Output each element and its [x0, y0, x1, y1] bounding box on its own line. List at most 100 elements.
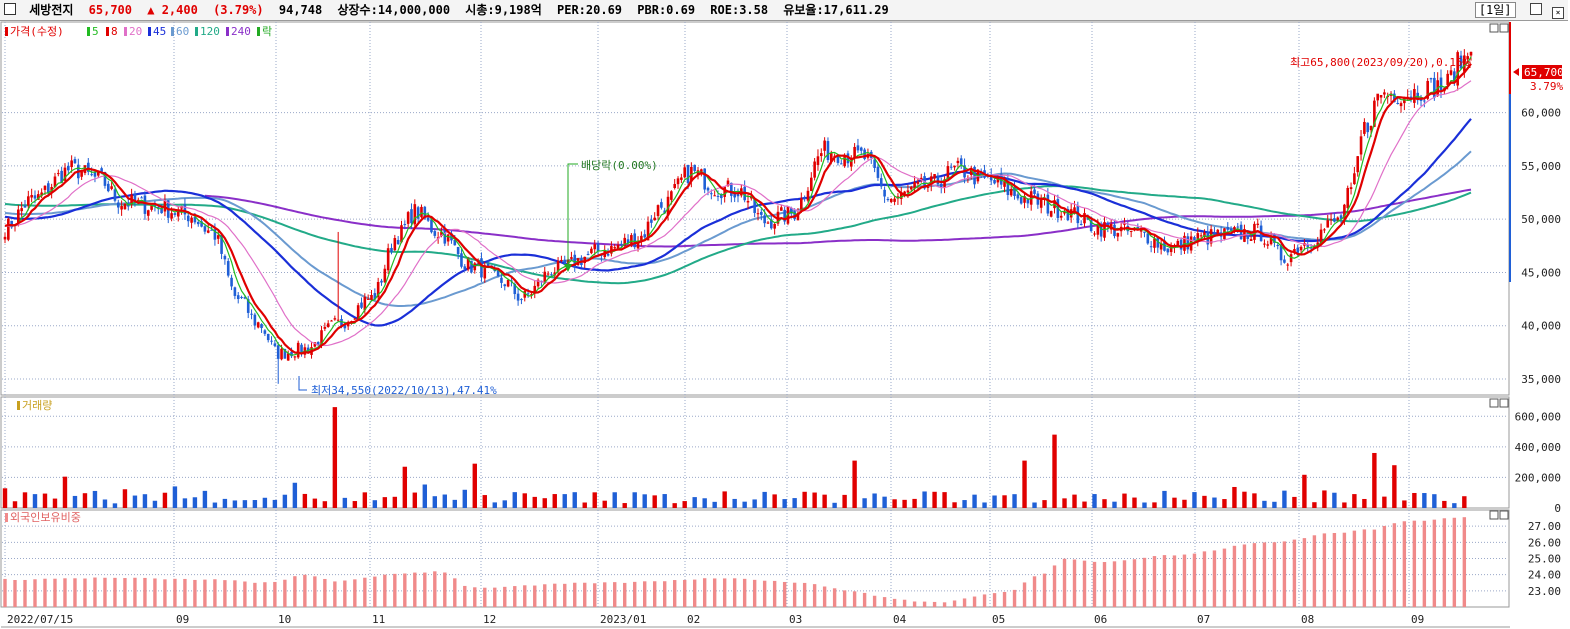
legend-ma45: 45: [153, 25, 166, 38]
candle-body: [703, 168, 706, 190]
candle-body: [470, 260, 473, 273]
candle-body: [240, 296, 243, 298]
volume-axis-label: 400,000: [1515, 441, 1561, 454]
foreign-axis-label: 24.00: [1528, 569, 1561, 582]
candle-body: [959, 158, 963, 165]
legend-price: 가격(수정): [10, 25, 64, 38]
candle-body: [380, 280, 383, 283]
legend-dividend-marker: [257, 27, 260, 36]
candle-body: [663, 210, 666, 214]
candle-body: [290, 351, 293, 357]
volume-axis-label: 200,000: [1515, 471, 1561, 484]
candle-body: [330, 320, 333, 322]
candle-body: [1099, 225, 1103, 237]
restore-window-icon[interactable]: [1529, 3, 1542, 15]
period-button[interactable]: [1일]: [1474, 2, 1516, 18]
foreign-ratio-bar: [93, 577, 97, 607]
candle-body: [20, 208, 23, 212]
candle-body: [206, 230, 210, 233]
volume-bar: [472, 463, 477, 508]
price-panel-buttons[interactable]: [1489, 23, 1509, 33]
candle-body: [1233, 227, 1236, 230]
volume-bar: [232, 500, 238, 508]
current-price-tag-pct: 3.79%: [1530, 80, 1563, 93]
candle-body: [673, 184, 676, 189]
candle-body: [546, 273, 550, 275]
candle-body: [1469, 51, 1473, 56]
candle-body: [60, 170, 63, 183]
candle-body: [496, 270, 500, 276]
volume-bar: [1272, 501, 1277, 508]
candle-body: [313, 342, 317, 347]
candle-body: [583, 256, 587, 264]
volume-bar: [1002, 495, 1007, 508]
foreign-panel-buttons[interactable]: [1489, 510, 1509, 520]
candle-body: [859, 147, 863, 151]
candle-body: [1366, 122, 1370, 133]
foreign-ratio-bar: [972, 596, 977, 607]
candle-body: [1016, 194, 1020, 199]
foreign-ratio-bar: [1362, 529, 1367, 607]
x-axis-label: 2023/01: [600, 613, 646, 626]
foreign-ratio-bar: [1022, 582, 1027, 607]
volume-bar: [1442, 500, 1447, 508]
stock-name[interactable]: 세방전지: [29, 3, 74, 17]
volume-panel[interactable]: [0, 396, 1510, 509]
low-label: 최저34,550(2022/10/13),47.41%: [311, 384, 497, 397]
volume-bar: [572, 492, 577, 508]
volume-bar: [62, 476, 68, 508]
candle-body: [67, 165, 70, 171]
foreign-ratio-bars: [3, 517, 1467, 607]
volume-bar: [462, 489, 467, 508]
volume-bar: [602, 500, 607, 508]
foreign-ratio-bar: [1112, 561, 1117, 607]
candle-body: [1143, 231, 1146, 233]
legend-ma45-marker: [148, 27, 151, 36]
candle-body: [1346, 187, 1350, 209]
candle-body: [1269, 236, 1273, 245]
candle-body: [720, 194, 723, 199]
volume-bar: [422, 484, 428, 508]
candle-body: [27, 196, 30, 206]
volume-bar: [782, 499, 787, 508]
candle-body: [1256, 223, 1260, 225]
candle-body: [623, 237, 627, 246]
foreign-ratio-bar: [702, 578, 707, 607]
volume-panel-buttons[interactable]: [1489, 398, 1509, 408]
candle-body: [943, 179, 946, 188]
candle-body: [1336, 217, 1340, 220]
candle-body: [683, 167, 686, 178]
volume-bar: [1022, 460, 1027, 508]
foreign-ratio-bar: [123, 578, 127, 607]
volume-bar: [932, 491, 937, 508]
candle-body: [556, 260, 560, 272]
candle-body: [116, 202, 120, 208]
candle-body: [1006, 180, 1010, 195]
current-price-pointer-icon: [1513, 68, 1519, 76]
candle-body: [1266, 244, 1270, 246]
close-window-icon[interactable]: ×: [1552, 7, 1564, 19]
candle-body: [670, 191, 673, 200]
candle-body: [70, 160, 73, 168]
candle-body: [376, 281, 380, 298]
candle-body: [370, 295, 373, 300]
select-checkbox[interactable]: [4, 3, 16, 15]
candle-body: [856, 145, 860, 151]
candle-body: [150, 205, 153, 210]
candle-body: [800, 198, 803, 210]
foreign-ratio-bar: [1122, 560, 1127, 607]
volume-bar: [272, 499, 278, 508]
volume-bar: [342, 497, 348, 508]
candle-body: [1396, 102, 1399, 104]
candle-body: [1273, 233, 1276, 243]
candle-body: [106, 183, 110, 192]
candle-body: [1156, 237, 1160, 248]
candle-body: [383, 268, 387, 283]
volume-bar: [922, 491, 927, 508]
candle-body: [633, 233, 637, 248]
volume-bar: [1072, 494, 1077, 508]
candle-body: [823, 140, 826, 151]
per-value: PER:20.69: [557, 3, 623, 17]
candle-body: [413, 204, 417, 225]
